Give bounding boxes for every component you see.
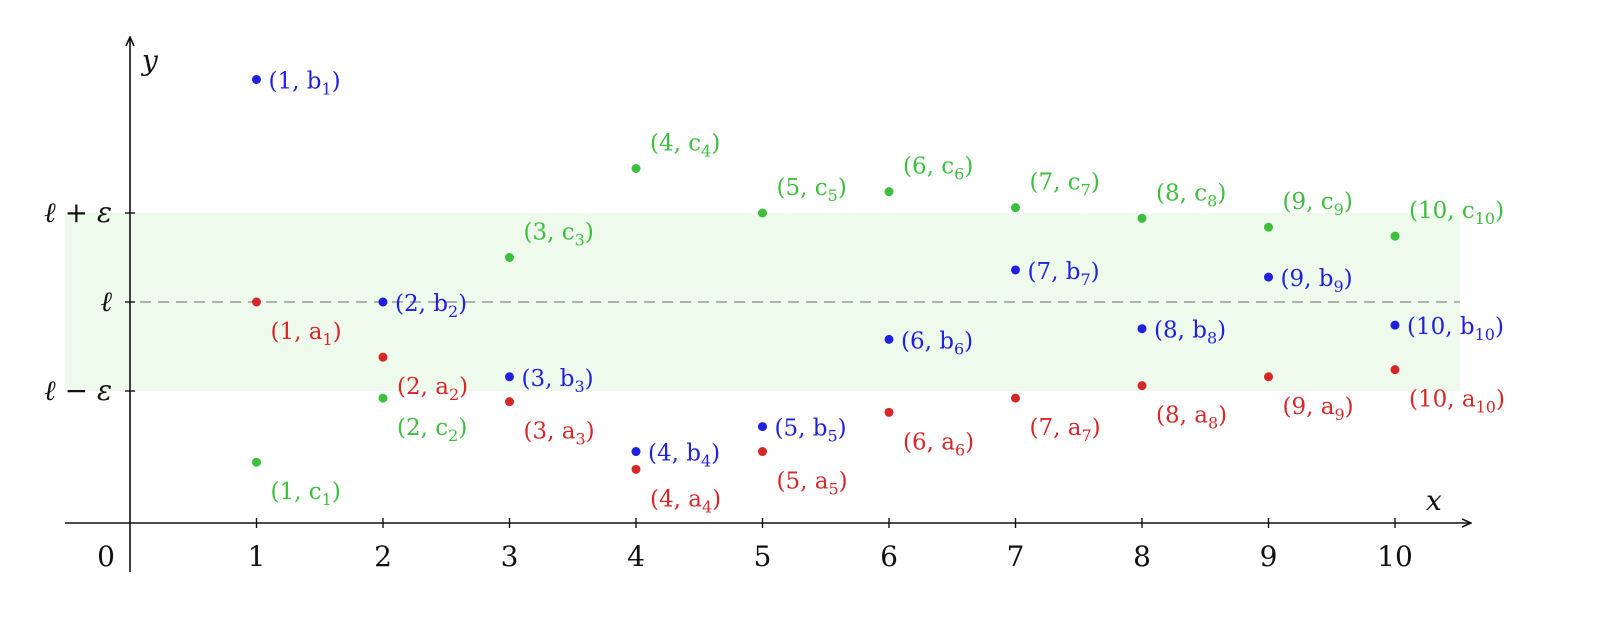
data-point — [1264, 222, 1273, 232]
data-point — [252, 457, 261, 467]
data-point-label: (1, a1) — [271, 319, 342, 349]
data-point — [1390, 365, 1400, 375]
x-tick-label: 8 — [1133, 540, 1151, 573]
data-point — [252, 75, 261, 84]
data-point-label: (7, c7) — [1030, 170, 1100, 200]
data-point-label: (5, a5) — [777, 469, 848, 499]
data-point — [631, 447, 641, 457]
data-point-label: (10, a10) — [1409, 387, 1505, 417]
x-tick-label: 4 — [627, 540, 645, 573]
data-point-label: (4, a4) — [650, 486, 721, 516]
data-point-label: (2, a2) — [397, 374, 468, 404]
x-tick-label: 5 — [754, 540, 772, 573]
data-point — [1137, 324, 1147, 334]
x-tick-labels: 0 1 2 3 4 5 6 7 8 9 10 — [97, 518, 1413, 573]
data-point-label: (2, b2) — [395, 291, 467, 321]
y-axis-label: y — [140, 44, 159, 77]
data-point — [1137, 213, 1147, 223]
data-point-label: (7, a7) — [1030, 415, 1101, 445]
x-tick-label: 3 — [501, 540, 519, 573]
data-point — [1011, 393, 1020, 403]
data-point — [1011, 203, 1020, 213]
data-point — [505, 397, 514, 407]
data-point — [505, 253, 514, 262]
x-tick-label: 9 — [1260, 540, 1278, 573]
data-point-label: (6, b6) — [901, 328, 973, 358]
data-point-label: (1, c1) — [271, 479, 341, 509]
x-tick-label: 2 — [374, 540, 392, 573]
data-point-label: (8, b8) — [1154, 318, 1226, 348]
y-tick-label: ℓ + ε — [44, 196, 112, 229]
data-point — [1137, 381, 1147, 391]
data-point — [252, 297, 261, 307]
data-point — [1264, 272, 1273, 282]
data-point-label: (2, c2) — [397, 415, 467, 445]
data-point-label: (5, c5) — [777, 175, 847, 205]
y-tick-label: ℓ − ε — [44, 374, 112, 407]
data-point — [1264, 372, 1273, 382]
x-tick-label: 1 — [248, 540, 266, 573]
data-point-label: (10, b10) — [1407, 314, 1504, 344]
data-point — [758, 208, 767, 218]
data-point-label: (9, a9) — [1283, 394, 1354, 424]
data-point-label: (5, b5) — [775, 416, 847, 446]
y-tick-label: ℓ — [100, 285, 112, 318]
data-point-label: (7, b7) — [1028, 259, 1100, 289]
data-point-label: (4, c4) — [650, 131, 720, 161]
data-point — [884, 334, 894, 344]
data-points: (1, a1) (2, a2) (3, a3) (4, a4) (5, a5) (6, a… — [252, 69, 1505, 516]
data-point-label: (9, b9) — [1281, 266, 1353, 296]
data-point — [378, 297, 388, 307]
data-point-label: (10, c10) — [1409, 198, 1504, 228]
data-point-label: (4, b4) — [648, 441, 720, 471]
data-point — [631, 164, 641, 173]
data-point-label: (6, c6) — [903, 154, 973, 184]
data-point — [884, 407, 894, 417]
data-point — [884, 187, 894, 197]
data-point — [1390, 320, 1400, 330]
data-point — [378, 393, 388, 403]
data-point-label: (8, c8) — [1156, 180, 1226, 210]
x-tick-label: 6 — [880, 540, 898, 573]
x-tick-label: 7 — [1007, 540, 1025, 573]
data-point — [1011, 265, 1020, 275]
y-tick-labels: ℓ + ε ℓ ℓ − ε — [44, 196, 135, 407]
data-point-label: (6, a6) — [903, 429, 974, 459]
data-point — [505, 372, 514, 382]
data-point — [1390, 231, 1400, 241]
x-tick-label-origin: 0 — [97, 540, 115, 573]
data-point — [378, 352, 388, 362]
data-point — [758, 447, 767, 457]
data-point — [758, 422, 767, 432]
data-point-label: (3, a3) — [524, 419, 595, 449]
data-point-label: (1, b1) — [269, 69, 341, 99]
data-point-label: (9, c9) — [1283, 189, 1353, 219]
data-point-label: (3, c3) — [524, 220, 594, 250]
data-point-label: (3, b3) — [522, 366, 594, 396]
data-point — [631, 464, 641, 474]
data-point-label: (8, a8) — [1156, 403, 1227, 433]
x-axis-label: x — [1426, 484, 1442, 517]
x-tick-label: 10 — [1377, 540, 1413, 573]
